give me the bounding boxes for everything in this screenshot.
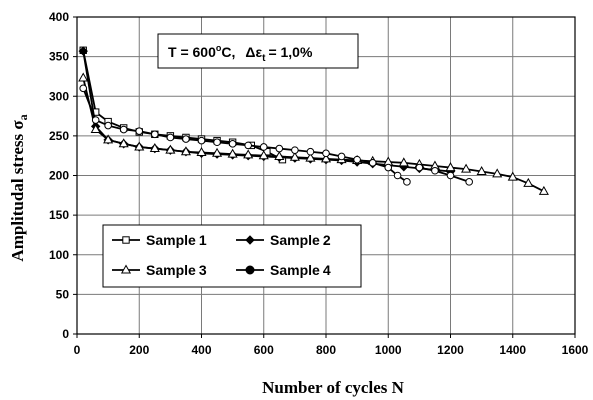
legend-item-3: Sample 3	[112, 262, 207, 278]
axis-ticks: 0 200 400 600 800 1000 1200 1400 1600 0 50 100 150 20…	[49, 10, 589, 357]
legend-label: Sample 2	[270, 232, 331, 248]
y-axis-title-sub: a	[16, 114, 30, 120]
series-3-point	[212, 147, 223, 157]
legend-label: Sample 3	[146, 262, 207, 278]
series-4-point	[291, 146, 299, 154]
series-5-point	[465, 178, 473, 186]
series-3-point	[180, 146, 191, 156]
y-tick-label: 150	[49, 208, 69, 222]
x-tick-label: 0	[74, 343, 81, 357]
legend-label: Sample 4	[270, 262, 331, 278]
series-3-point	[320, 153, 332, 163]
series-3-point	[196, 146, 207, 157]
series-3-point	[149, 143, 160, 153]
y-tick-label: 300	[49, 89, 69, 103]
series-4-point	[322, 149, 330, 158]
series-3-point	[492, 168, 503, 178]
series-4-point	[135, 127, 144, 135]
series-5-line	[419, 166, 470, 183]
series-layer	[78, 46, 549, 195]
legend-item-2: Sample 2	[236, 232, 331, 248]
series-4-point	[306, 147, 315, 156]
series-3-point	[398, 157, 409, 167]
series-4-point	[213, 138, 221, 147]
test-conditions-annotation: T = 600oC, Δεt = 1,0%	[157, 33, 359, 69]
series-4-point	[151, 130, 159, 139]
y-tick-label: 250	[49, 129, 69, 143]
series-4-point	[79, 84, 88, 93]
series-3-point	[305, 152, 316, 162]
legend-item-1: Sample 1	[112, 232, 207, 248]
x-tick-label: 800	[316, 343, 336, 357]
y-axis-title: Amplitudal stress σa	[8, 114, 30, 261]
series-3-point	[445, 162, 456, 172]
series-3-point	[461, 163, 472, 173]
series-3-point	[90, 124, 101, 134]
series-4-point	[228, 140, 237, 148]
legend-box	[102, 224, 362, 288]
series-4	[79, 84, 411, 186]
series-4-point	[91, 116, 100, 124]
y-tick-label: 350	[49, 50, 69, 64]
series-3-point	[523, 177, 534, 187]
legend-item-4: Sample 4	[236, 262, 331, 278]
y-axis-title-main: Amplitudal stress σ	[8, 120, 27, 262]
series-4-point	[104, 121, 112, 130]
series-4-point	[403, 178, 411, 186]
series-3-point	[258, 150, 269, 160]
series-4-point	[384, 163, 393, 172]
series-3-point	[227, 148, 238, 158]
x-tick-label: 1000	[375, 343, 402, 357]
y-tick-label: 100	[49, 248, 69, 262]
series-4-point	[119, 125, 128, 134]
series-4-line	[82, 87, 408, 183]
legend-marker	[245, 265, 255, 275]
legend-marker	[122, 236, 130, 244]
series-4-point	[275, 144, 284, 153]
series-4-point	[393, 171, 402, 180]
x-tick-label: 1200	[437, 343, 464, 357]
series-3-point	[507, 171, 518, 181]
series-3-point	[118, 138, 129, 148]
series-3-point	[103, 134, 114, 144]
legend-marker	[245, 235, 255, 245]
series-3-point	[538, 185, 549, 195]
series-5-point	[415, 163, 424, 172]
y-tick-label: 50	[56, 287, 70, 301]
legend-marker	[120, 264, 132, 274]
series-4-point	[337, 152, 346, 161]
annotation-text: T = 600oC, Δεt = 1,0%	[168, 43, 313, 64]
series-4-point	[368, 159, 377, 167]
series-4-point	[353, 155, 361, 164]
series-3-point	[289, 151, 300, 161]
series-4-point	[166, 133, 175, 142]
legend-label: Sample 1	[146, 232, 207, 248]
x-tick-label: 1600	[562, 343, 589, 357]
annotation-box	[157, 33, 359, 69]
series-2-point	[78, 46, 88, 56]
series-3-point	[134, 141, 145, 151]
series-3-point	[165, 144, 176, 154]
x-axis-title: Number of cycles N	[262, 378, 405, 397]
series-5-point	[431, 166, 439, 175]
x-tick-label: 200	[129, 343, 149, 357]
y-tick-label: 200	[49, 169, 69, 183]
x-tick-label: 600	[254, 343, 274, 357]
x-tick-label: 1400	[499, 343, 526, 357]
x-tick-label: 400	[191, 343, 211, 357]
series-4-point	[259, 143, 268, 151]
series-5	[415, 163, 473, 186]
series-4-point	[182, 135, 190, 143]
series-3-point	[243, 149, 254, 159]
series-3-point	[78, 72, 89, 82]
series-3-point	[274, 150, 285, 160]
series-5-point	[446, 171, 455, 180]
series-4-point	[244, 141, 252, 150]
y-tick-label: 400	[49, 10, 69, 24]
y-tick-label: 0	[62, 327, 69, 341]
series-4-point	[197, 136, 206, 145]
legend: Sample 1 Sample 2 Sample 3 Sample 4	[102, 224, 362, 288]
series-3-point	[476, 166, 487, 176]
